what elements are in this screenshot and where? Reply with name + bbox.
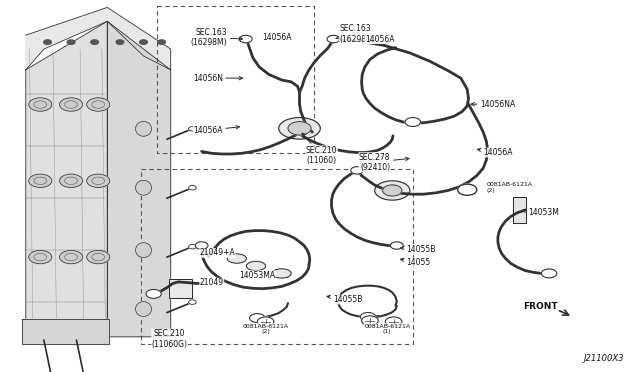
Circle shape [195, 242, 208, 249]
Circle shape [390, 242, 403, 249]
Polygon shape [108, 21, 171, 337]
Circle shape [87, 174, 110, 187]
Circle shape [29, 174, 52, 187]
Circle shape [458, 184, 477, 195]
Circle shape [29, 98, 52, 111]
Circle shape [189, 186, 196, 190]
Circle shape [385, 317, 402, 327]
Circle shape [60, 250, 83, 264]
Text: FRONT: FRONT [524, 302, 558, 311]
Ellipse shape [136, 180, 152, 195]
Text: 14053MA: 14053MA [239, 271, 275, 280]
Text: 14056A: 14056A [365, 35, 394, 44]
Circle shape [327, 35, 340, 43]
Text: 14055B: 14055B [327, 295, 362, 304]
Polygon shape [513, 197, 526, 223]
Text: 21049+A: 21049+A [200, 248, 236, 257]
Circle shape [67, 40, 75, 44]
Text: 0081AB-6121A
(1): 0081AB-6121A (1) [364, 324, 410, 334]
Circle shape [189, 300, 196, 304]
Text: SEC.163
(16298M): SEC.163 (16298M) [191, 28, 243, 47]
Polygon shape [26, 21, 108, 337]
Circle shape [29, 250, 52, 264]
Circle shape [351, 167, 364, 174]
Circle shape [250, 314, 265, 323]
Text: SEC.278
(92410): SEC.278 (92410) [359, 153, 409, 172]
Ellipse shape [136, 302, 152, 317]
Text: 14056A: 14056A [193, 126, 239, 135]
Polygon shape [169, 279, 192, 298]
Text: 0081AB-6121A
(2): 0081AB-6121A (2) [243, 324, 289, 334]
Ellipse shape [136, 243, 152, 257]
Text: 14056A: 14056A [477, 148, 513, 157]
Ellipse shape [227, 254, 246, 263]
Circle shape [91, 40, 99, 44]
Circle shape [189, 244, 196, 249]
Ellipse shape [136, 121, 152, 136]
Text: 14053M: 14053M [522, 208, 559, 217]
Circle shape [87, 250, 110, 264]
Circle shape [158, 40, 166, 44]
Polygon shape [26, 7, 171, 70]
Ellipse shape [272, 269, 291, 278]
Circle shape [146, 289, 161, 298]
Circle shape [405, 118, 420, 126]
Circle shape [140, 40, 147, 44]
Ellipse shape [375, 181, 410, 200]
Ellipse shape [246, 261, 266, 271]
Circle shape [288, 122, 311, 135]
Text: 0081AB-6121A
(2): 0081AB-6121A (2) [486, 182, 532, 193]
Circle shape [541, 269, 557, 278]
Circle shape [60, 98, 83, 111]
Polygon shape [22, 320, 109, 344]
Text: 14055B: 14055B [401, 246, 436, 254]
Text: SEC.163
(16298M): SEC.163 (16298M) [336, 24, 376, 44]
Circle shape [383, 185, 402, 196]
Circle shape [362, 316, 378, 326]
Text: J21100X3: J21100X3 [584, 354, 624, 363]
Circle shape [239, 35, 252, 43]
Text: 14056A: 14056A [262, 33, 292, 42]
Text: 21049: 21049 [200, 278, 224, 287]
Text: SEC.210
(11060G): SEC.210 (11060G) [152, 329, 188, 349]
Circle shape [257, 317, 274, 327]
Circle shape [44, 40, 51, 44]
Text: SEC.210
(11060): SEC.210 (11060) [302, 133, 337, 165]
Circle shape [360, 312, 376, 321]
Text: 14056NA: 14056NA [471, 100, 515, 109]
Circle shape [116, 40, 124, 44]
Text: 14056N: 14056N [193, 74, 243, 83]
Circle shape [87, 98, 110, 111]
Text: 14055: 14055 [401, 258, 431, 267]
Circle shape [60, 174, 83, 187]
Circle shape [189, 126, 196, 131]
Ellipse shape [279, 118, 321, 139]
